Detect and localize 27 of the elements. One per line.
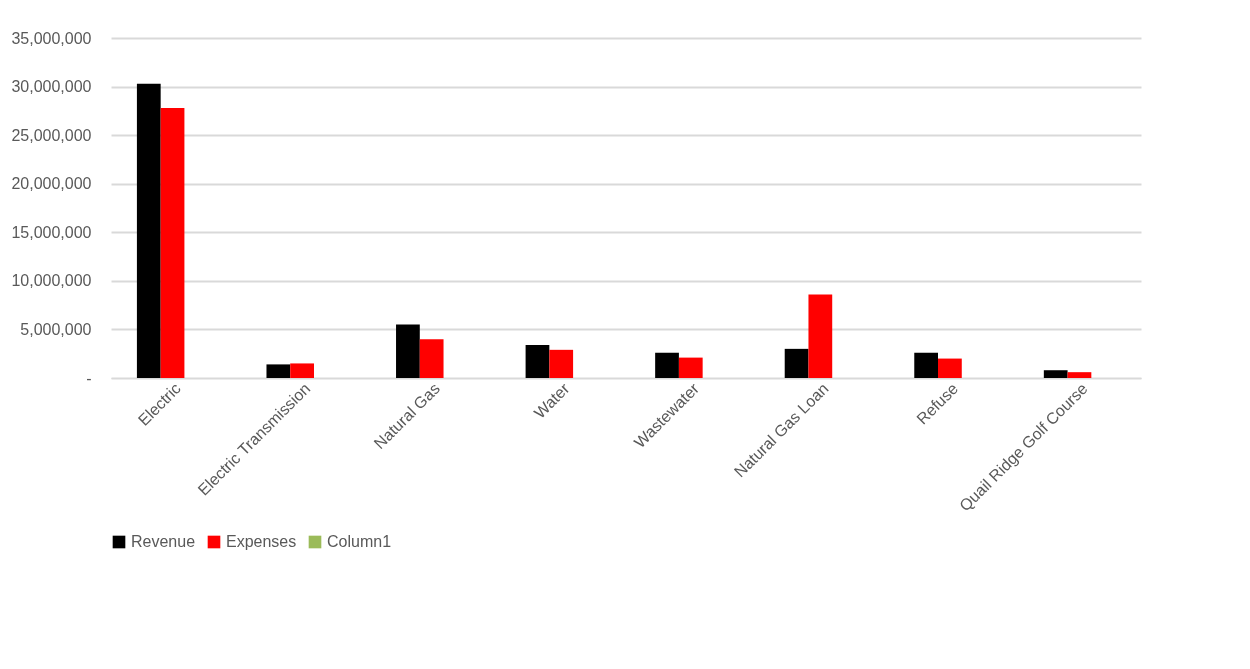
y-tick-label: 10,000,000 bbox=[11, 272, 92, 290]
bar bbox=[525, 344, 550, 378]
bar bbox=[396, 324, 420, 378]
legend-label: Expenses bbox=[226, 533, 297, 550]
bar bbox=[290, 363, 314, 378]
legend-label: Column1 bbox=[327, 533, 392, 550]
y-tick-label: 15,000,000 bbox=[11, 223, 92, 241]
bar bbox=[808, 294, 833, 378]
bar bbox=[160, 107, 185, 378]
y-tick-label: 20,000,000 bbox=[11, 175, 92, 193]
bar bbox=[1043, 370, 1068, 378]
bar bbox=[655, 352, 679, 378]
bar bbox=[136, 83, 161, 378]
legend-label: Revenue bbox=[131, 533, 196, 550]
bar bbox=[784, 348, 809, 378]
bar bbox=[549, 349, 574, 378]
bar bbox=[938, 358, 962, 378]
y-tick-label: 30,000,000 bbox=[11, 78, 92, 96]
bar bbox=[266, 364, 291, 378]
bar bbox=[1067, 372, 1092, 378]
y-tick-label: 35,000,000 bbox=[11, 29, 92, 47]
y-tick-label: 25,000,000 bbox=[11, 126, 92, 144]
y-tick-label: - bbox=[86, 369, 92, 387]
y-tick-label: 5,000,000 bbox=[20, 320, 92, 338]
bar bbox=[419, 339, 444, 378]
bar bbox=[914, 352, 939, 378]
bar bbox=[678, 357, 703, 378]
